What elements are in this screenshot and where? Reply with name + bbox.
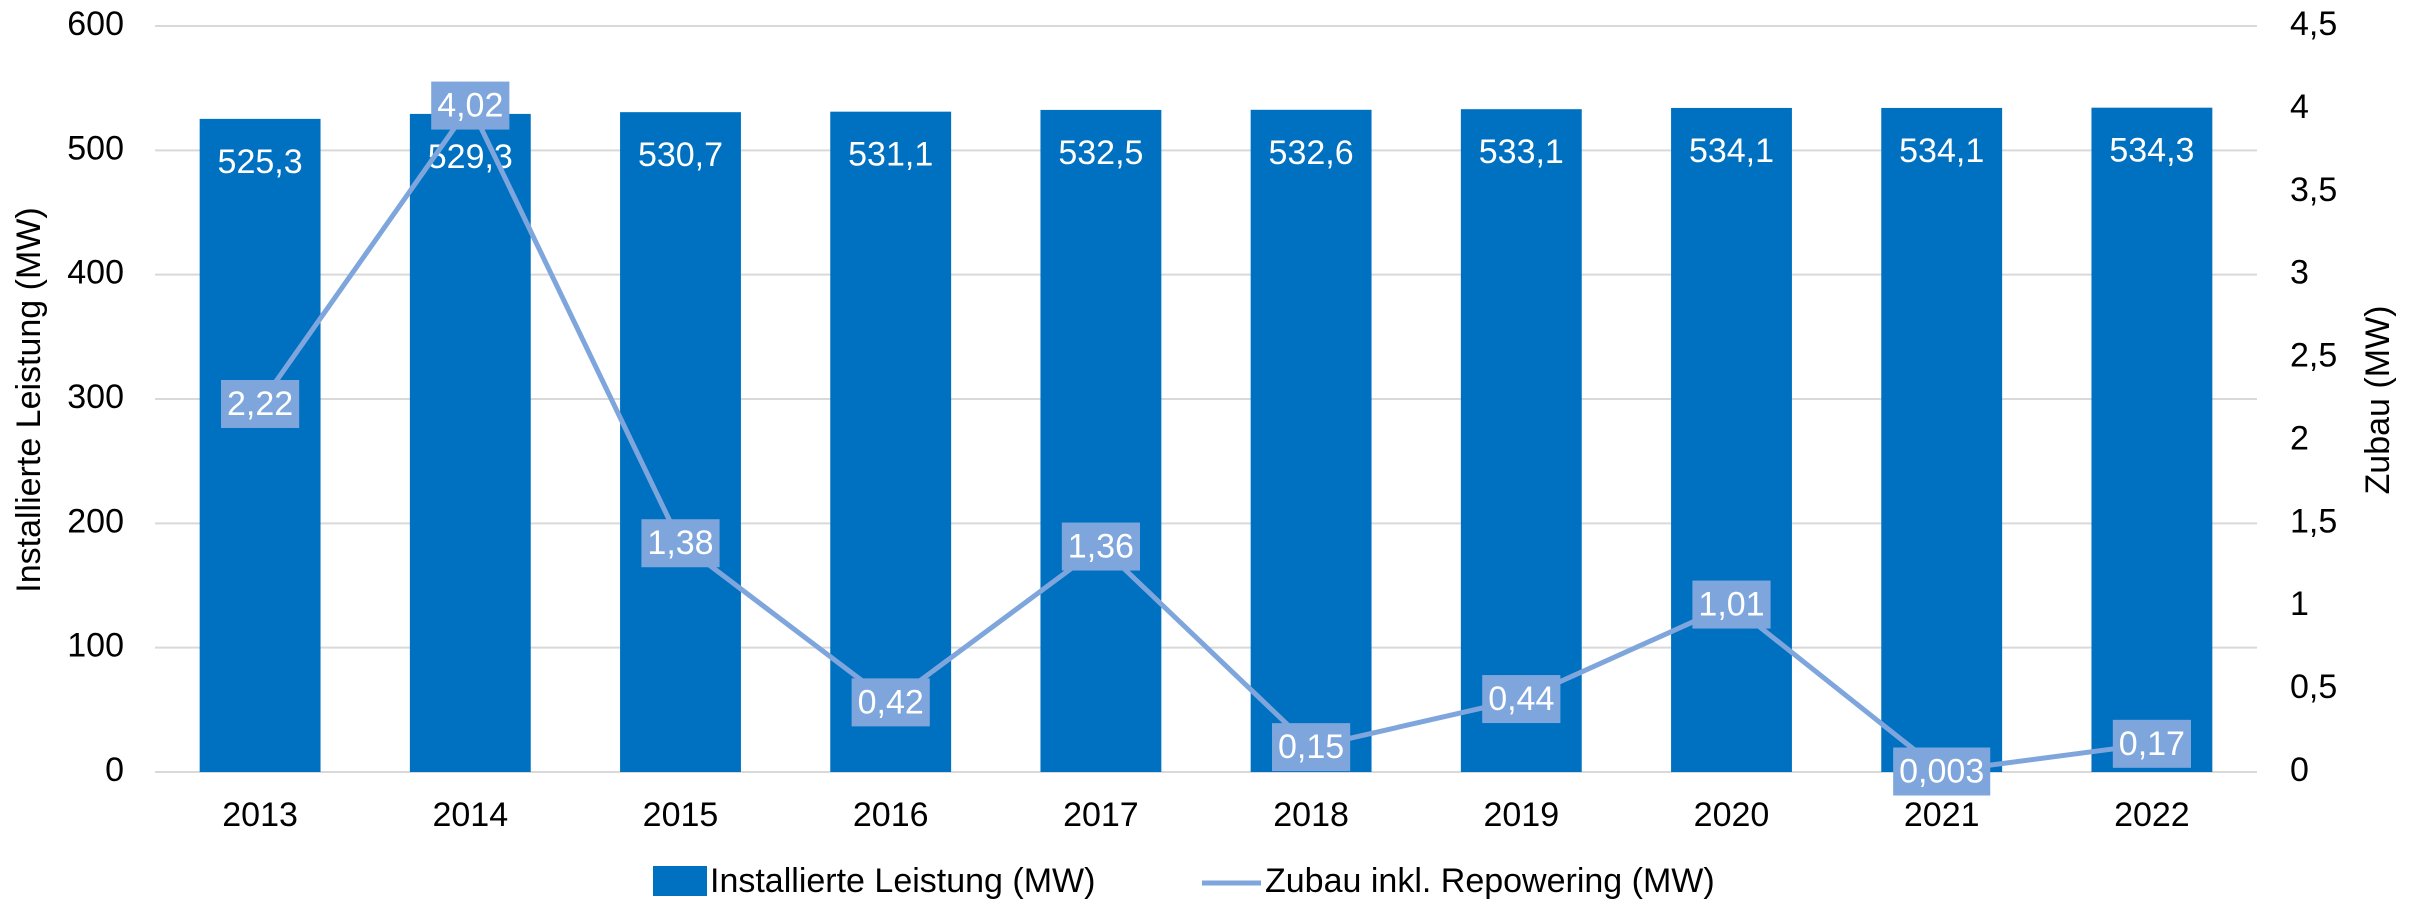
- y2-tick-label: 3,5: [2290, 171, 2337, 209]
- y-tick-label: 200: [67, 502, 124, 540]
- y2-tick-label: 4: [2290, 88, 2309, 126]
- bar-value-label: 531,1: [848, 136, 933, 174]
- line-label-box: [1482, 675, 1561, 724]
- y-tick-label: 400: [67, 254, 124, 292]
- x-tick-label: 2022: [2114, 796, 2190, 834]
- bar-value-label: 525,3: [218, 143, 303, 181]
- line-value-label: 1,38: [647, 524, 713, 562]
- line-value-label: 0,44: [1488, 680, 1554, 718]
- y2-tick-label: 0: [2290, 751, 2309, 789]
- line-label-box: [641, 519, 720, 568]
- y2-tick-label: 2: [2290, 419, 2309, 457]
- y-tick-label: 100: [67, 627, 124, 665]
- bar-value-label: 530,7: [638, 136, 723, 174]
- bar-value-label: 533,1: [1479, 133, 1564, 171]
- line-label-box: [221, 379, 300, 428]
- bar: [1460, 109, 1582, 772]
- line-value-label: 0,42: [858, 683, 924, 721]
- y-tick-label: 0: [105, 751, 124, 789]
- line-value-label: 0,17: [2119, 725, 2185, 763]
- y-tick-label: 500: [67, 129, 124, 167]
- x-tick-label: 2014: [432, 796, 508, 834]
- bar-value-label: 534,1: [1899, 132, 1984, 170]
- bar: [1881, 107, 2003, 772]
- line-value-label: 2,22: [227, 385, 293, 423]
- y2-tick-label: 0,5: [2290, 668, 2337, 706]
- line-label-box: [431, 81, 510, 130]
- line-value-label: 0,003: [1899, 752, 1984, 790]
- x-tick-label: 2017: [1063, 796, 1139, 834]
- y-tick-label: 300: [67, 378, 124, 416]
- line: [258, 100, 2153, 775]
- line-value-label: 1,01: [1698, 586, 1764, 624]
- legend-swatch: [653, 866, 707, 896]
- bar: [620, 112, 741, 772]
- x-tick-label: 2021: [1904, 796, 1980, 834]
- x-tick-label: 2018: [1273, 796, 1349, 834]
- bar: [1040, 109, 1162, 773]
- line-value-label: 4,02: [437, 87, 503, 125]
- line-label-box: [1692, 580, 1771, 629]
- x-tick-label: 2019: [1483, 796, 1559, 834]
- bar-value-label: 534,3: [2109, 132, 2194, 170]
- line-value-label: 1,36: [1068, 528, 1134, 566]
- bar-value-label: 532,5: [1058, 134, 1143, 172]
- bar-value-label: 532,6: [1269, 134, 1354, 172]
- y2-tick-label: 3: [2290, 254, 2309, 292]
- line-value-label: 0,15: [1278, 728, 1344, 766]
- line-label-box: [1893, 747, 1991, 796]
- y2-tick-label: 1: [2290, 585, 2309, 623]
- y-tick-label: 600: [67, 5, 124, 43]
- bar: [1250, 109, 1372, 773]
- line-label-box: [2112, 719, 2191, 768]
- legend-label: Zubau inkl. Repowering (MW): [1265, 862, 1715, 900]
- x-tick-label: 2016: [853, 796, 929, 834]
- line-label-box: [1061, 522, 1140, 571]
- y-axis-title: Installierte Leistung (MW): [10, 207, 48, 592]
- line-label-box: [851, 678, 930, 727]
- x-tick-label: 2015: [643, 796, 719, 834]
- bar: [199, 118, 321, 772]
- y2-tick-label: 4,5: [2290, 5, 2337, 43]
- bar: [2091, 107, 2213, 772]
- legend-label: Installierte Leistung (MW): [710, 862, 1095, 900]
- bar-value-label: 534,1: [1689, 132, 1774, 170]
- line-label-box: [1272, 723, 1351, 772]
- bar: [830, 111, 952, 773]
- y2-tick-label: 1,5: [2290, 502, 2337, 540]
- x-tick-label: 2020: [1694, 796, 1770, 834]
- y2-axis-title: Zubau (MW): [2359, 306, 2397, 495]
- y2-tick-label: 2,5: [2290, 337, 2337, 375]
- x-tick-label: 2013: [222, 796, 298, 834]
- bar: [409, 113, 531, 772]
- bar: [1671, 107, 1792, 772]
